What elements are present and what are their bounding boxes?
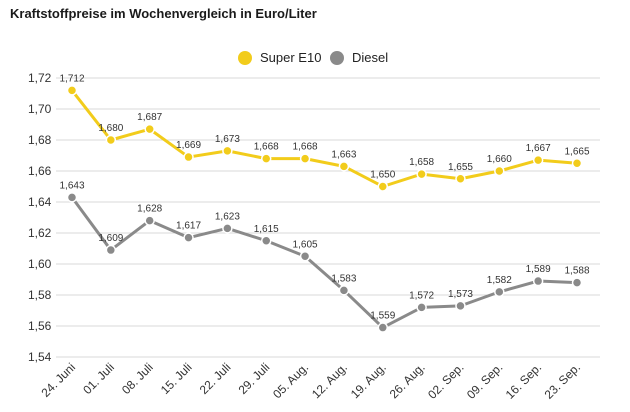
x-tick-label: 05. Aug. <box>270 360 311 401</box>
y-tick-label: 1,66 <box>28 164 52 178</box>
data-point-super <box>532 154 544 166</box>
data-point-diesel <box>494 286 505 298</box>
x-tick-label: 29. Juli <box>236 360 273 397</box>
data-label-super: 1,658 <box>409 157 434 168</box>
data-point-super <box>105 134 117 146</box>
data-point-super <box>416 168 427 180</box>
y-tick-label: 1,56 <box>28 319 52 333</box>
data-label-super: 1,668 <box>293 142 318 153</box>
data-point-diesel <box>377 322 389 333</box>
data-label-super: 1,655 <box>448 162 473 173</box>
x-tick-label: 08. Juli <box>119 360 156 397</box>
x-tick-label: 16. Sep. <box>503 360 545 402</box>
y-tick-label: 1,54 <box>28 350 52 364</box>
series-line-super <box>70 89 578 188</box>
data-point-diesel <box>222 223 233 234</box>
data-label-super: 1,680 <box>98 123 123 134</box>
data-label-super: 1,669 <box>176 140 201 151</box>
data-label-diesel: 1,628 <box>137 204 162 215</box>
data-label-super: 1,687 <box>137 112 162 123</box>
data-label-diesel: 1,583 <box>331 273 356 284</box>
data-point-diesel <box>299 251 311 262</box>
data-label-diesel: 1,572 <box>409 290 434 301</box>
data-label-diesel: 1,573 <box>448 289 473 300</box>
data-label-super: 1,668 <box>254 142 279 153</box>
data-point-super <box>377 181 389 192</box>
data-label-super: 1,650 <box>370 170 395 181</box>
data-point-super <box>66 85 78 96</box>
data-point-super <box>144 123 155 135</box>
x-tick-label: 15. Juli <box>158 360 195 397</box>
x-tick-label: 01. Juli <box>80 360 117 397</box>
data-point-super <box>222 145 233 157</box>
data-label-diesel: 1,588 <box>564 266 589 277</box>
data-point-diesel <box>455 300 466 312</box>
data-point-super <box>338 161 350 172</box>
y-tick-label: 1,60 <box>28 257 52 271</box>
legend-item-super: Super E10 <box>238 50 321 65</box>
data-label-diesel: 1,623 <box>215 211 240 222</box>
x-tick-label: 26. Aug. <box>387 360 428 401</box>
data-point-diesel <box>571 277 583 288</box>
x-tick-label: 09. Sep. <box>464 360 506 402</box>
data-label-super: 1,660 <box>487 154 512 165</box>
y-tick-label: 1,58 <box>28 288 52 302</box>
data-label-super: 1,663 <box>331 149 356 160</box>
data-label-diesel: 1,615 <box>254 224 279 235</box>
data-label-diesel: 1,643 <box>59 180 84 191</box>
data-point-diesel <box>338 285 350 296</box>
y-tick-label: 1,70 <box>28 102 52 116</box>
data-point-super <box>299 153 311 164</box>
data-point-diesel <box>144 215 155 226</box>
data-point-super <box>260 153 272 164</box>
x-tick-label: 02. Sep. <box>425 360 467 402</box>
y-tick-label: 1,62 <box>28 226 52 240</box>
x-tick-label: 12. Aug. <box>309 360 350 401</box>
legend-item-diesel: Diesel <box>330 50 388 65</box>
data-label-super: 1,673 <box>215 134 240 145</box>
y-tick-label: 1,72 <box>28 71 52 85</box>
data-label-diesel: 1,609 <box>98 233 123 244</box>
legend-marker-super <box>238 50 252 65</box>
data-point-diesel <box>416 302 427 313</box>
data-label-diesel: 1,605 <box>293 239 318 250</box>
y-tick-label: 1,64 <box>28 195 52 209</box>
data-label-diesel: 1,589 <box>526 264 551 275</box>
legend-marker-diesel <box>330 50 344 65</box>
data-point-super <box>455 173 466 184</box>
data-point-diesel <box>66 192 78 203</box>
data-label-super: 1,665 <box>564 146 589 157</box>
data-point-diesel <box>183 232 194 243</box>
data-label-super: 1,667 <box>526 143 551 154</box>
data-label-diesel: 1,617 <box>176 221 201 232</box>
data-label-diesel: 1,582 <box>487 275 512 286</box>
data-label-diesel: 1,559 <box>370 311 395 322</box>
data-point-diesel <box>532 275 544 287</box>
x-tick-label: 22. Juli <box>197 360 234 397</box>
data-point-super <box>183 151 194 163</box>
legend: Super E10 Diesel <box>0 50 630 72</box>
x-tick-label: 24. Juni <box>39 360 79 400</box>
data-point-super <box>494 165 505 177</box>
y-tick-label: 1,68 <box>28 133 52 147</box>
data-point-diesel <box>260 235 272 246</box>
chart-title: Kraftstoffpreise im Wochenvergleich in E… <box>10 6 317 21</box>
series-line-diesel <box>70 196 578 330</box>
legend-label-super: Super E10 <box>260 50 322 65</box>
x-tick-label: 19. Aug. <box>348 360 389 401</box>
data-point-diesel <box>105 244 117 256</box>
data-point-super <box>571 158 583 169</box>
x-tick-label: 23. Sep. <box>542 360 584 402</box>
legend-label-diesel: Diesel <box>352 50 389 65</box>
data-label-super: 1,712 <box>59 73 84 84</box>
